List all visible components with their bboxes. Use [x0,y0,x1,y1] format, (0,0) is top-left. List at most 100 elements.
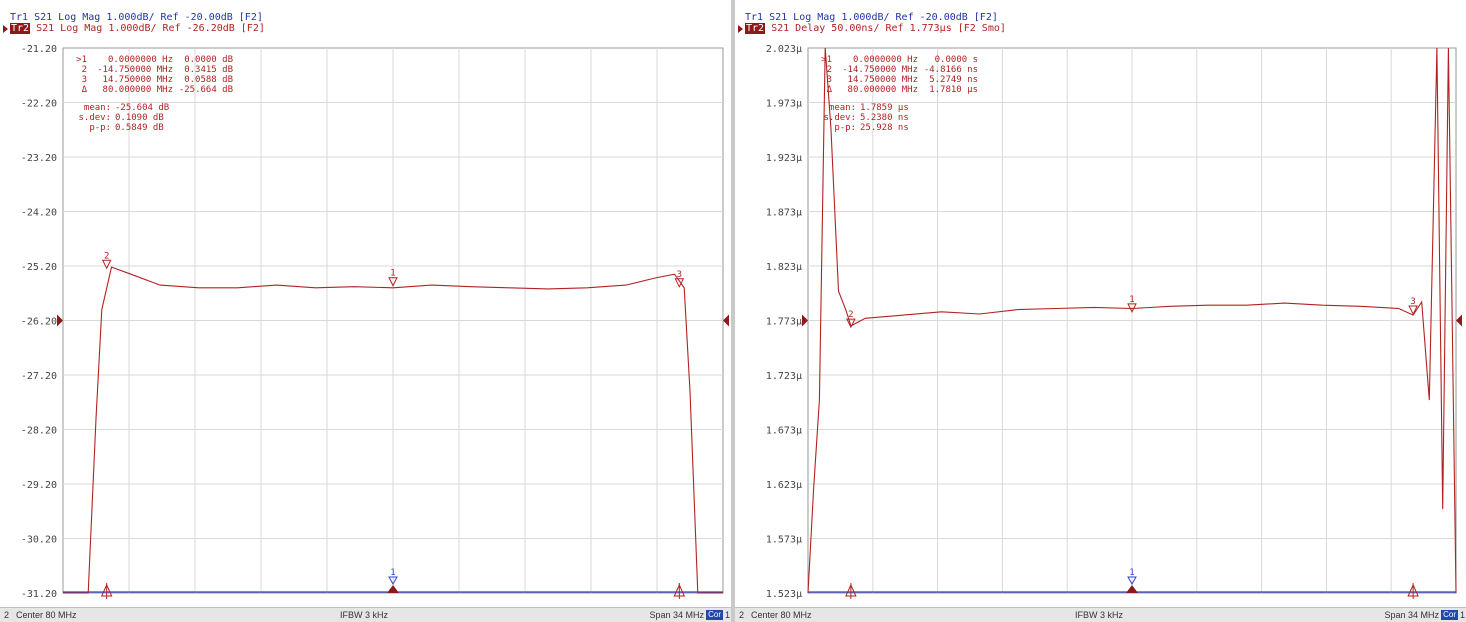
marker-3-label: 3 [677,270,682,280]
marker-readout-value: 5.2749 ns [929,75,978,85]
y-tick-label: 1.523µ [766,589,802,600]
y-tick-label: -27.20 [21,371,57,382]
y-tick-label: -22.20 [21,99,57,110]
tr1-header[interactable]: Tr1 S21 Log Mag 1.000dB/ Ref -20.00dB [F… [745,12,998,23]
status-cor-badge: Cor [706,610,723,620]
status-center[interactable]: Center 80 MHz [16,610,77,620]
marker-readout-freq: 80.000000 MHz [848,85,918,95]
stat-label: p-p: [834,123,856,133]
marker-readout-id: 2 [82,65,87,75]
marker-readout-freq: -14.750000 MHz [97,65,173,75]
status-span[interactable]: Span 34 MHz [649,610,704,620]
tr1-marker-1-icon [388,576,398,586]
right-channel-panel[interactable]: Tr1 S21 Log Mag 1.000dB/ Ref -20.00dB [F… [735,0,1466,622]
stat-label: p-p: [89,123,111,133]
stimulus-marker-1-icon [1126,585,1138,593]
marker-3-label: 3 [1410,297,1415,307]
ref-level-left-icon [57,314,63,327]
ref-level-left-icon [802,314,808,327]
status-channel: 2 [739,610,745,620]
marker-readout-freq: 14.750000 MHz [103,75,173,85]
tr1-marker-1-label: 1 [390,568,395,578]
tr2-settings: S21 Delay 50.00ns/ Ref 1.773µs [F2 Smo] [771,23,1006,34]
status-cor-badge: Cor [1441,610,1458,620]
y-tick-label: 1.623µ [766,480,802,491]
marker-readout-value: 0.0000 s [935,55,978,65]
status-ifbw[interactable]: IFBW 3 kHz [340,610,389,620]
y-tick-label: -24.20 [21,208,57,219]
y-tick-label: -28.20 [21,426,57,437]
marker-readout-id: 3 [827,75,832,85]
y-tick-label: -23.20 [21,153,57,164]
status-span[interactable]: Span 34 MHz [1384,610,1439,620]
stat-value: 0.5849 dB [115,123,164,133]
right-plot-area[interactable]: 2.023µ 1.973µ 1.923µ 1.873µ 1.823µ 1.773µ 1.72… [735,0,1466,622]
marker-2-label: 2 [104,251,109,261]
marker-1-label: 1 [1129,295,1134,305]
status-channel: 2 [4,610,10,620]
y-tick-label: 1.823µ [766,262,802,273]
marker-readout-value: 0.0588 dB [184,75,233,85]
tr1-header[interactable]: Tr1 S21 Log Mag 1.000dB/ Ref -20.00dB [F… [10,12,263,23]
marker-readout-value: -4.8166 ns [924,65,978,75]
y-tick-label: -31.20 [21,589,57,600]
marker-readout-id: >1 [76,55,87,65]
marker-1-label: 1 [390,269,395,279]
status-center[interactable]: Center 80 MHz [751,610,812,620]
left-channel-panel[interactable]: Tr1 S21 Log Mag 1.000dB/ Ref -20.00dB [F… [0,0,731,622]
y-tick-label: 2.023µ [766,44,802,55]
tr2-label[interactable]: Tr2 [10,23,31,34]
y-tick-label: -30.20 [21,535,57,546]
status-channel-right: 1 [1459,610,1465,620]
marker-readout-value: 0.3415 dB [184,65,233,75]
tr1-marker-1-label: 1 [1129,568,1134,578]
marker-2-label: 2 [848,310,853,320]
stat-label: s.dev: [823,113,856,123]
ref-level-right-icon [1456,314,1462,327]
marker-3-icon [674,278,685,288]
panel-divider[interactable] [731,0,735,622]
marker-readout-id: >1 [821,55,832,65]
tr2-settings: S21 Log Mag 1.000dB/ Ref -26.20dB [F2] [36,23,265,34]
stat-label: s.dev: [78,113,111,123]
left-plot-area[interactable]: -21.20 -22.20 -23.20 -24.20 -25.20 -26.20 -27.… [0,0,731,622]
tr1-label[interactable]: Tr1 [10,12,29,23]
y-tick-label: 1.873µ [766,208,802,219]
tr2-header[interactable]: Tr2 S21 Log Mag 1.000dB/ Ref -26.20dB [F… [10,23,265,34]
status-ifbw[interactable]: IFBW 3 kHz [1075,610,1124,620]
tr1-settings: S21 Log Mag 1.000dB/ Ref -20.00dB [F2] [34,12,263,23]
y-tick-label: -25.20 [21,262,57,273]
stat-value: 5.2380 ns [860,113,909,123]
marker-readout-freq: 80.000000 MHz [103,85,173,95]
marker-readout-id: 3 [82,75,87,85]
tr2-label[interactable]: Tr2 [745,23,766,34]
y-tick-label: -21.20 [21,44,57,55]
marker-readout-id: Δ [827,85,833,95]
active-trace-arrow-icon [3,25,8,33]
marker-3-icon [1408,305,1418,316]
marker-readout-freq: 0.0000000 Hz [853,55,918,65]
stat-value: 0.1090 dB [115,113,164,123]
active-trace-arrow-icon [738,25,743,33]
marker-2-icon [846,318,856,329]
tr1-label[interactable]: Tr1 [745,12,764,23]
stat-value: 1.7859 µs [860,103,909,113]
tr1-settings: S21 Log Mag 1.000dB/ Ref -20.00dB [F2] [769,12,998,23]
marker-readout-value: 0.0000 dB [184,55,233,65]
y-tick-label: 1.573µ [766,535,802,546]
marker-readout-freq: 14.750000 MHz [848,75,918,85]
tr2-trace-line [807,47,1457,594]
marker-readout-freq: -14.750000 MHz [842,65,918,75]
stat-label: mean: [829,103,856,113]
stat-value: 25.928 ns [860,123,909,133]
status-channel-right: 1 [724,610,730,620]
ref-level-right-icon [723,314,729,327]
marker-1-icon [388,277,398,287]
y-tick-label: 1.673µ [766,426,802,437]
y-tick-label: 1.773µ [766,317,802,328]
y-tick-label: -29.20 [21,480,57,491]
tr2-header[interactable]: Tr2 S21 Delay 50.00ns/ Ref 1.773µs [F2 S… [745,23,1006,34]
marker-readout-id: Δ [82,85,88,95]
tr1-marker-1-icon [1127,576,1137,586]
